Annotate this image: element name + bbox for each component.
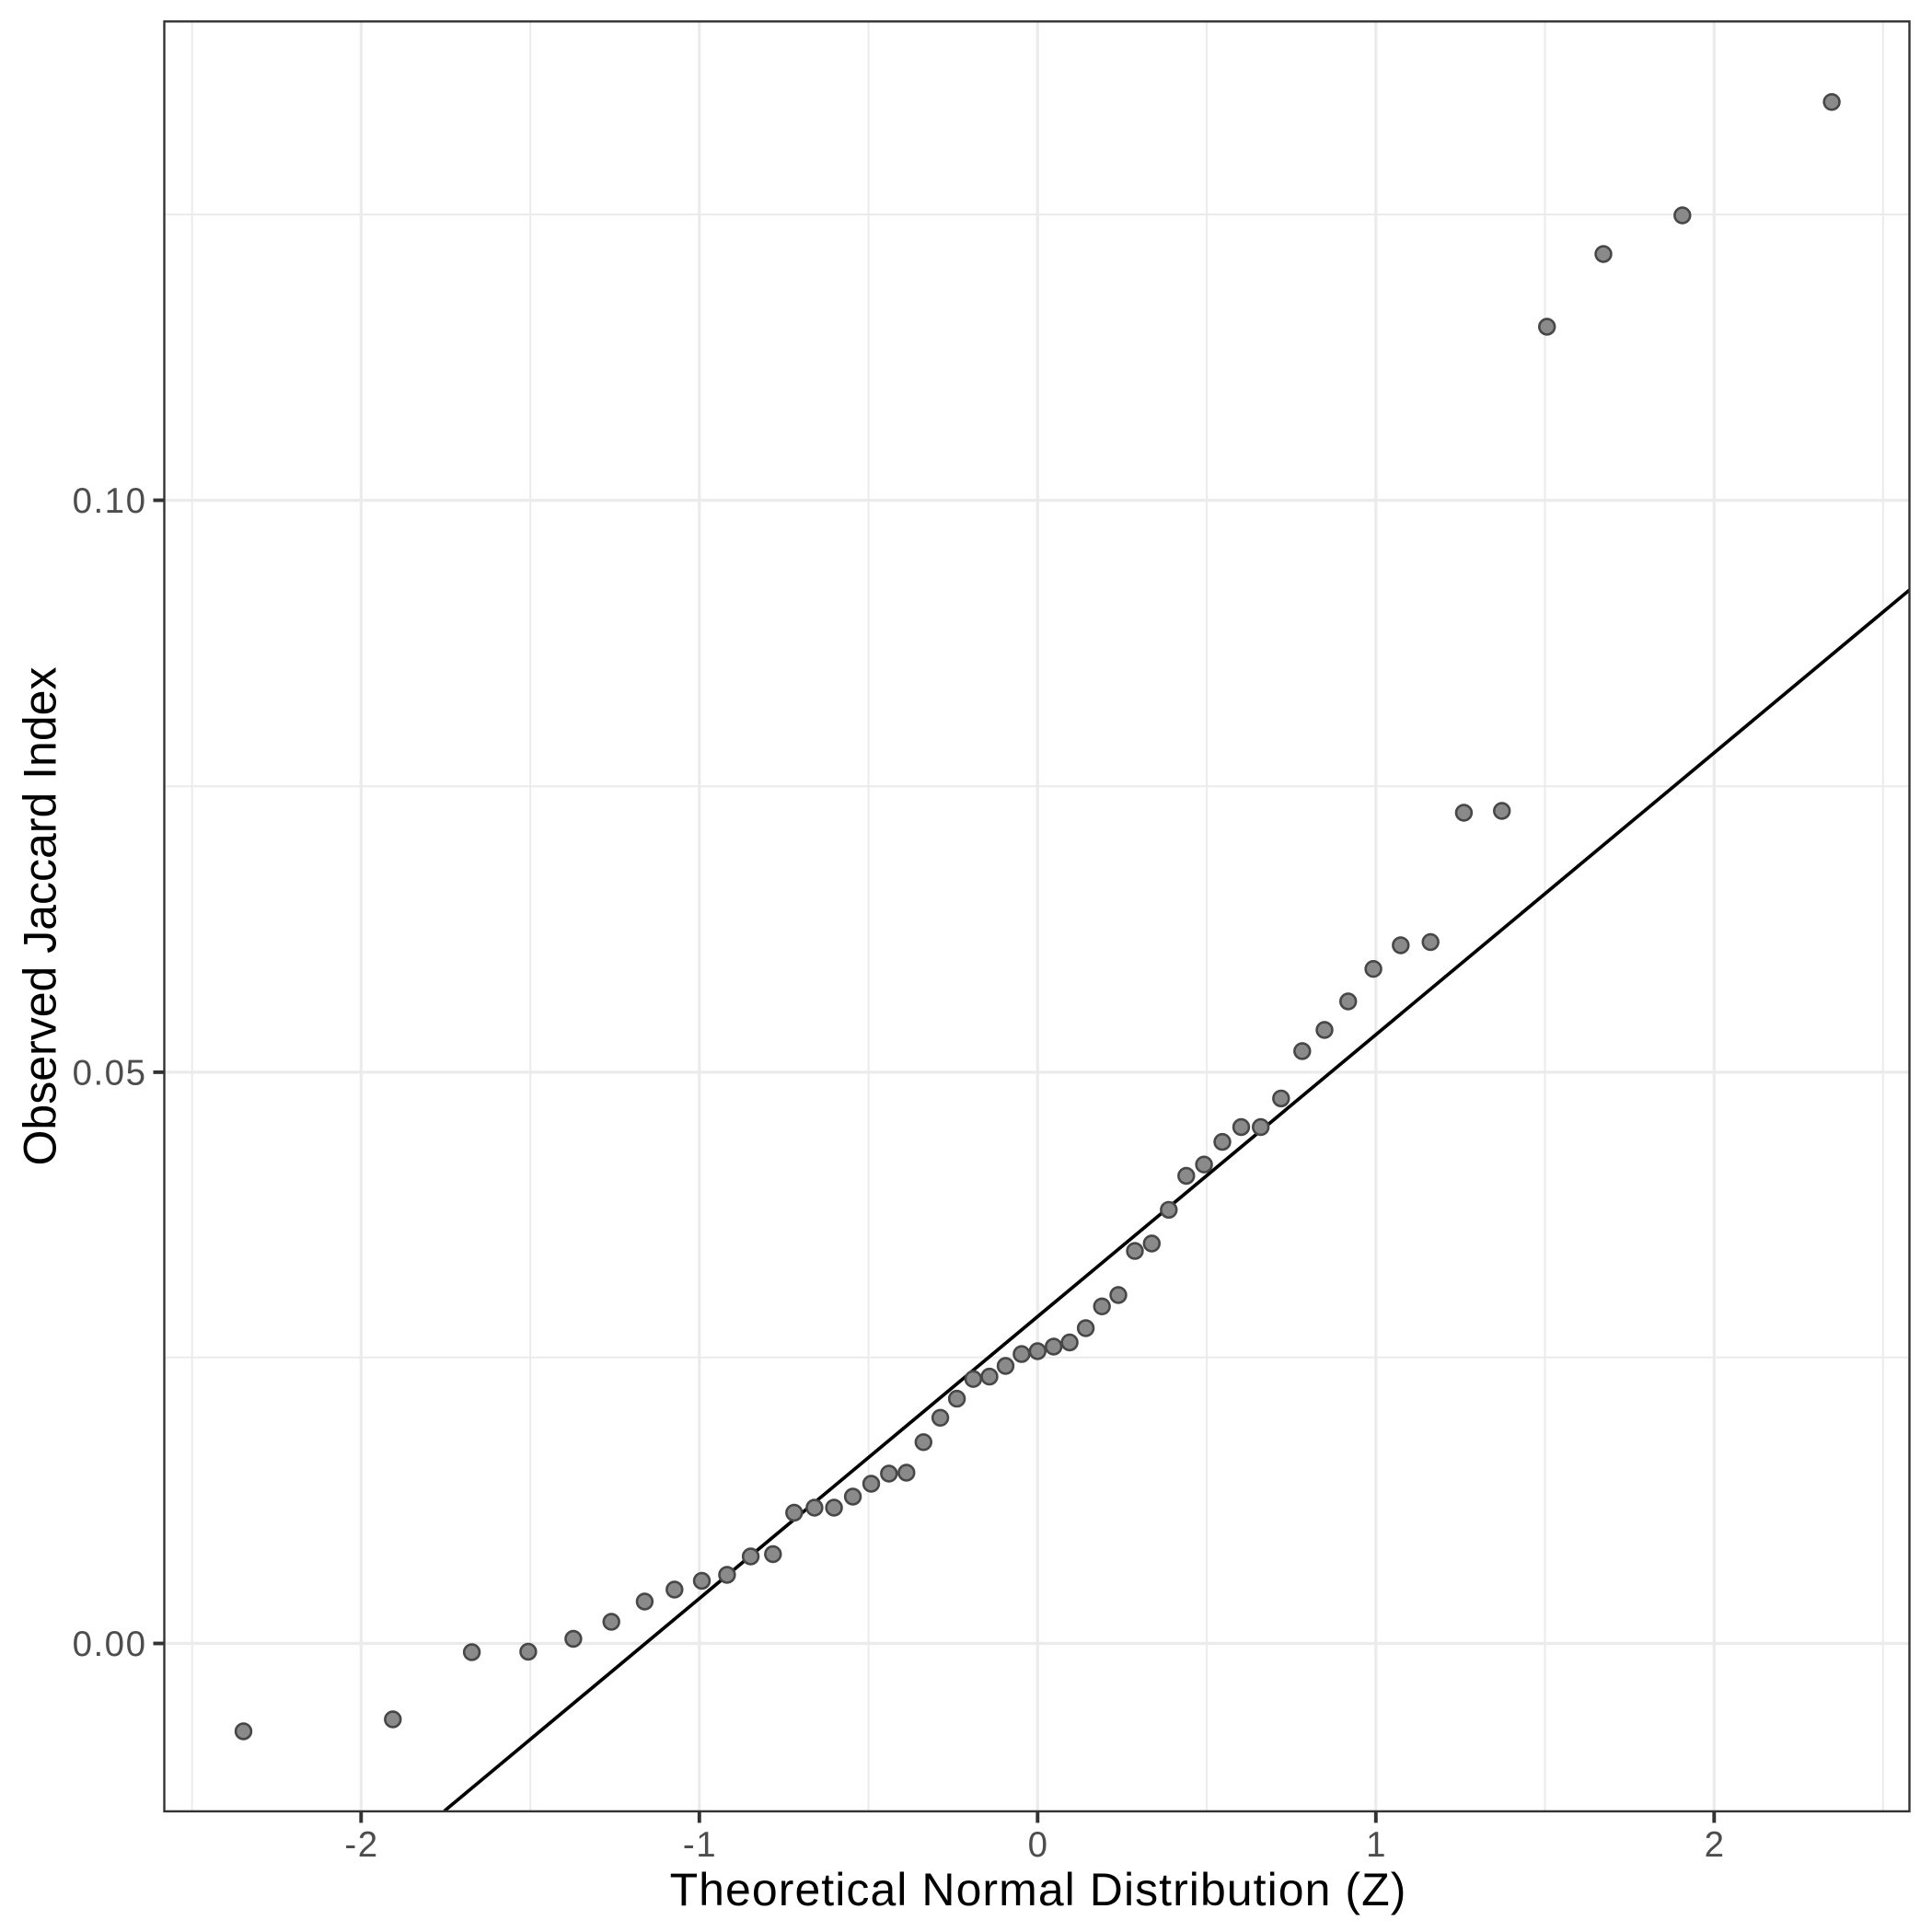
svg-text:Observed Jaccard Index: Observed Jaccard Index bbox=[15, 667, 66, 1166]
svg-text:0.00: 0.00 bbox=[73, 1625, 147, 1664]
svg-text:0: 0 bbox=[1028, 1825, 1049, 1865]
svg-text:0.10: 0.10 bbox=[73, 481, 147, 521]
svg-text:-1: -1 bbox=[683, 1825, 717, 1865]
svg-text:2: 2 bbox=[1705, 1825, 1726, 1865]
svg-text:-2: -2 bbox=[344, 1825, 378, 1865]
svg-text:1: 1 bbox=[1366, 1825, 1387, 1865]
svg-text:Theoretical Normal Distributio: Theoretical Normal Distribution (Z) bbox=[670, 1864, 1407, 1915]
svg-text:0.05: 0.05 bbox=[73, 1053, 147, 1093]
